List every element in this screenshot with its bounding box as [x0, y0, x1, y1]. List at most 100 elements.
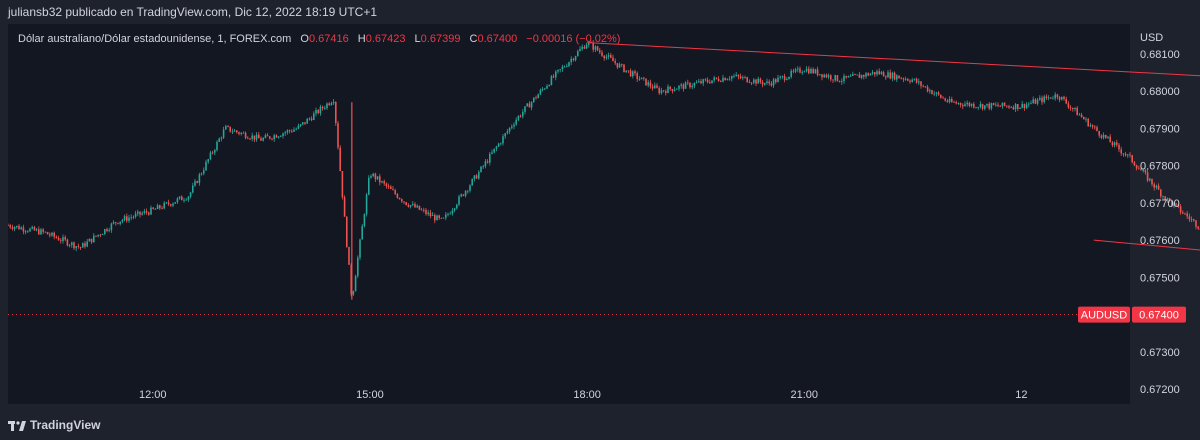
candle [852, 74, 854, 76]
candle [1164, 196, 1166, 201]
candle [332, 101, 335, 104]
candle [11, 227, 14, 229]
candle [1182, 212, 1184, 214]
candle [447, 214, 449, 215]
candle [682, 84, 685, 89]
candle [669, 86, 671, 90]
candle [981, 104, 984, 109]
candle [16, 225, 18, 228]
lower-trendline[interactable] [1093, 239, 1200, 355]
candle [1162, 196, 1164, 198]
candle [647, 82, 649, 86]
candle [728, 78, 731, 80]
candle [436, 215, 438, 221]
legend-close-label: C [469, 33, 478, 45]
candle [71, 242, 73, 245]
chart-area[interactable]: USD 0.68100 0.68000 0.67900 0.67800 0.67700 0.… [8, 24, 1200, 409]
candle [132, 216, 135, 218]
candle [308, 118, 311, 120]
price-tick-label: 0.67900 [1140, 123, 1180, 135]
candle [559, 69, 561, 70]
candle [843, 75, 845, 82]
candle [803, 71, 806, 73]
candle [475, 175, 478, 179]
candle [357, 257, 359, 277]
candle [128, 217, 130, 221]
candle [836, 75, 839, 82]
candle [777, 77, 779, 83]
candle [1184, 213, 1186, 215]
candle [189, 192, 192, 197]
candle [671, 89, 674, 92]
candle [1074, 107, 1076, 109]
candle [255, 134, 258, 140]
candle [317, 109, 319, 114]
candle [819, 74, 821, 76]
candle [665, 91, 667, 94]
candle [8, 225, 9, 226]
candle [1054, 94, 1056, 99]
candle [97, 234, 99, 237]
candle [720, 81, 722, 82]
candle [537, 94, 539, 99]
legend-close-value: 0.67400 [477, 33, 518, 45]
candle [497, 143, 500, 147]
candle [277, 136, 280, 138]
candle [913, 78, 916, 80]
candle [874, 72, 876, 75]
candle [18, 225, 20, 230]
candle [249, 138, 251, 140]
candle [1193, 219, 1195, 221]
candle [359, 239, 361, 258]
candle [658, 87, 660, 94]
candle [757, 78, 759, 84]
candle [750, 82, 753, 84]
candle [22, 227, 25, 232]
tradingview-logo[interactable]: TradingView [8, 418, 100, 432]
candle [348, 246, 350, 265]
upper-trendline[interactable] [587, 42, 1200, 162]
candle [1157, 185, 1160, 190]
candle [1076, 107, 1078, 116]
candle [1168, 198, 1171, 201]
candle [645, 78, 647, 86]
candle [926, 86, 929, 92]
legend-symbol: Dólar australiano/Dólar estadounidense, … [18, 33, 292, 45]
candle [130, 217, 132, 219]
candle [871, 72, 874, 74]
candle [66, 239, 69, 246]
candle [88, 238, 91, 242]
candle [808, 68, 810, 74]
symbol-tag-text: AUDUSD [1081, 310, 1128, 322]
candle [264, 135, 267, 139]
candle [689, 82, 691, 88]
candle [1111, 142, 1114, 146]
publish-info: juliansb32 publicado en TradingView.com,… [8, 5, 378, 19]
candle [997, 104, 999, 107]
time-tick-label: 18:00 [573, 389, 601, 401]
candle [753, 79, 755, 83]
candle [986, 103, 988, 106]
candle [841, 81, 843, 82]
price-chart[interactable]: USD 0.68100 0.68000 0.67900 0.67800 0.67700 0.… [8, 24, 1200, 409]
candle [392, 188, 394, 191]
candle [196, 181, 198, 183]
candle [361, 226, 363, 240]
candle [420, 209, 423, 211]
candle [612, 57, 614, 62]
candle [390, 186, 392, 189]
candle [779, 76, 781, 78]
candle [506, 131, 509, 134]
candle [387, 186, 390, 187]
candle [156, 205, 159, 210]
candle [759, 78, 762, 83]
candle [1100, 135, 1103, 138]
candle [260, 138, 262, 141]
symbol-legend: Dólar australiano/Dólar estadounidense, … [18, 33, 620, 45]
candle [1091, 125, 1094, 127]
candle [673, 89, 676, 92]
candle [599, 50, 601, 53]
candle [634, 71, 636, 74]
candle [722, 77, 724, 82]
candle [522, 111, 524, 117]
